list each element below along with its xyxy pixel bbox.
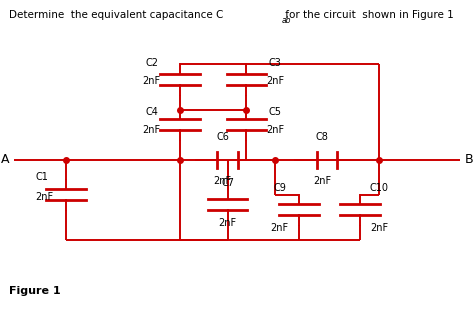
Text: C10: C10 — [370, 183, 389, 193]
Text: C4: C4 — [145, 107, 158, 117]
Text: 2nF: 2nF — [219, 218, 237, 228]
Text: 2nF: 2nF — [266, 76, 284, 86]
Text: C2: C2 — [145, 58, 158, 68]
Text: 2nF: 2nF — [36, 192, 54, 202]
Text: C3: C3 — [268, 58, 282, 68]
Text: 2nF: 2nF — [313, 176, 331, 186]
Text: ab: ab — [282, 16, 292, 25]
Text: C1: C1 — [36, 172, 48, 182]
Text: for the circuit  shown in Figure 1: for the circuit shown in Figure 1 — [282, 10, 454, 20]
Text: C7: C7 — [221, 178, 234, 188]
Text: 2nF: 2nF — [214, 176, 232, 186]
Text: 2nF: 2nF — [370, 223, 388, 233]
Text: 2nF: 2nF — [143, 76, 161, 86]
Text: C5: C5 — [268, 107, 282, 117]
Text: 2nF: 2nF — [266, 125, 284, 135]
Text: Figure 1: Figure 1 — [9, 286, 61, 296]
Text: C6: C6 — [216, 132, 229, 142]
Text: C8: C8 — [316, 132, 329, 142]
Text: C9: C9 — [273, 183, 286, 193]
Text: 2nF: 2nF — [271, 223, 289, 233]
Text: A: A — [1, 153, 9, 166]
Text: 2nF: 2nF — [143, 125, 161, 135]
Text: Determine  the equivalent capacitance C: Determine the equivalent capacitance C — [9, 10, 224, 20]
Text: B: B — [465, 153, 473, 166]
